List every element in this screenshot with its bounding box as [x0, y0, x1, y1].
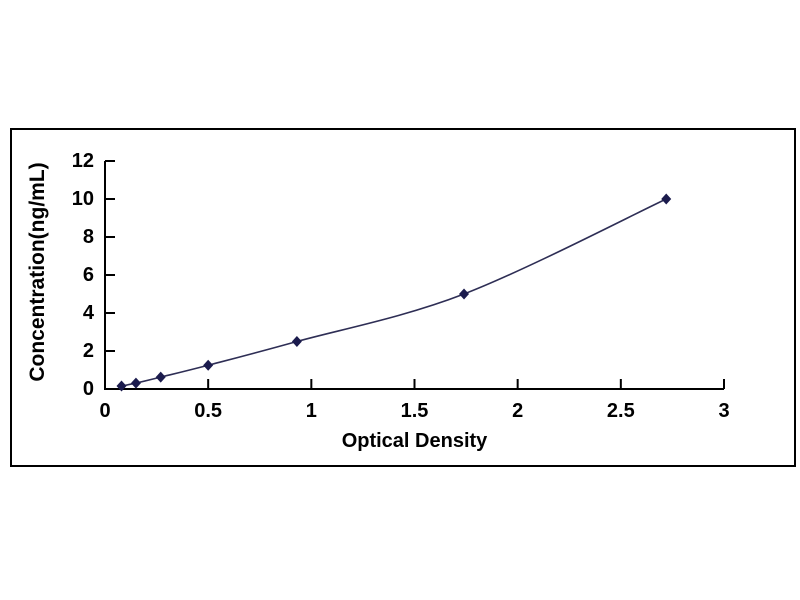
- y-tick-label: 0: [82, 378, 94, 400]
- x-tick-label: 0: [99, 400, 111, 422]
- data-point-marker: [130, 377, 141, 389]
- x-tick-label: 1: [305, 400, 317, 422]
- y-tick-label: 10: [71, 188, 94, 210]
- x-tick-label: 2.5: [606, 400, 635, 422]
- y-tick-label: 8: [82, 226, 94, 248]
- chart-frame: [10, 128, 796, 467]
- data-point-marker: [203, 359, 214, 371]
- y-tick-label: 12: [71, 150, 94, 172]
- data-point-marker: [661, 193, 672, 205]
- x-tick-label: 2: [512, 400, 524, 422]
- x-axis-title: Optical Density: [341, 430, 488, 452]
- y-tick-label: 2: [82, 340, 94, 362]
- y-axis-title: Concentration(ng/mL): [26, 162, 49, 382]
- axis-lines: [104, 161, 724, 390]
- data-point-marker: [459, 288, 470, 300]
- data-point-marker: [291, 336, 302, 347]
- x-tick-label: 3: [718, 400, 730, 422]
- data-point-marker: [155, 371, 166, 383]
- y-tick-label: 6: [82, 264, 94, 286]
- x-tick-label: 0.5: [194, 400, 223, 422]
- y-tick-label: 4: [82, 302, 94, 324]
- data-point-marker: [116, 380, 127, 392]
- x-tick-label: 1.5: [400, 400, 429, 422]
- series-line: [121, 198, 667, 387]
